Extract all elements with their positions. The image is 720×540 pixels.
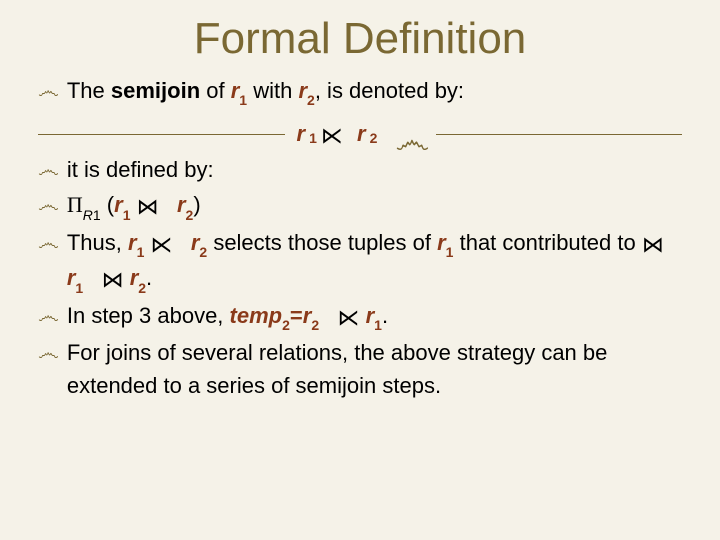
divider-line-right <box>436 134 683 136</box>
bullet-1-text: The semijoin of r1 with r2, is denoted b… <box>67 74 692 109</box>
bullet-2-text: it is defined by: <box>67 153 692 186</box>
flourish-bullet: ෴ <box>38 74 59 107</box>
bullet-6-text: For joins of several relations, the abov… <box>67 336 692 402</box>
join-icon: ⋈ <box>137 190 159 223</box>
semijoin-icon: ⋉ <box>337 301 359 334</box>
join-icon: ⋈ <box>642 228 664 261</box>
bullet-1: ෴ The semijoin of r1 with r2, is denoted… <box>38 74 692 109</box>
divider-center: r1 ⋉ r2 <box>285 121 390 147</box>
bullet-4-text: Thus, r1 ⋉ r2 selects those tuples of r1… <box>67 226 692 297</box>
bullet-3-text: ΠR1 (r1 ⋈ r2) <box>67 188 692 223</box>
bullet-6: ෴ For joins of several relations, the ab… <box>38 336 692 402</box>
slide-title: Formal Definition <box>0 0 720 74</box>
bullet-2: ෴ it is defined by: <box>38 153 692 186</box>
bullet-5: ෴ In step 3 above, temp2=r2 ⋉ r1. <box>38 299 692 334</box>
divider: r1 ⋉ r2 ෴ <box>0 121 720 147</box>
join-icon: ⋈ <box>102 263 124 296</box>
flourish-icon: ෴ <box>389 130 435 152</box>
divider-line-left <box>38 134 285 136</box>
bullet-3: ෴ ΠR1 (r1 ⋈ r2) <box>38 188 692 223</box>
bullet-5-text: In step 3 above, temp2=r2 ⋉ r1. <box>67 299 692 334</box>
semijoin-icon: ⋉ <box>150 228 172 261</box>
semijoin-icon: ⋉ <box>321 123 343 149</box>
bullet-4: ෴ Thus, r1 ⋉ r2 selects those tuples of … <box>38 226 692 297</box>
